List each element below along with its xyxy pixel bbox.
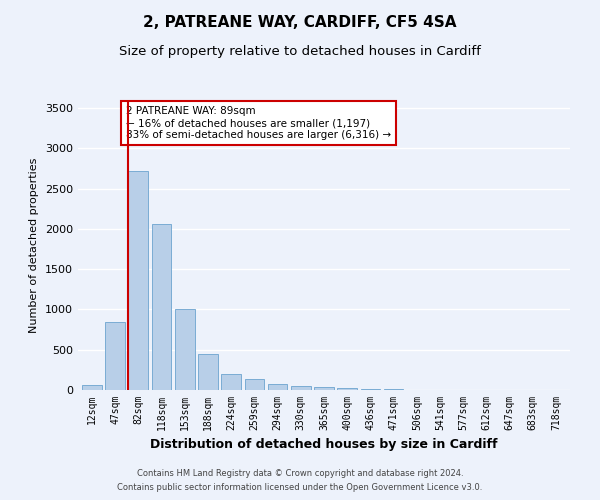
Bar <box>175 310 194 390</box>
Text: 2, PATREANE WAY, CARDIFF, CF5 4SA: 2, PATREANE WAY, CARDIFF, CF5 4SA <box>143 15 457 30</box>
Bar <box>221 374 241 390</box>
Text: 2 PATREANE WAY: 89sqm
← 16% of detached houses are smaller (1,197)
83% of semi-d: 2 PATREANE WAY: 89sqm ← 16% of detached … <box>126 106 391 140</box>
Bar <box>82 385 102 390</box>
Bar <box>314 387 334 390</box>
Text: Contains public sector information licensed under the Open Government Licence v3: Contains public sector information licen… <box>118 484 482 492</box>
Bar <box>105 322 125 390</box>
Bar <box>128 171 148 390</box>
Y-axis label: Number of detached properties: Number of detached properties <box>29 158 40 332</box>
Bar <box>152 224 172 390</box>
Bar <box>245 378 264 390</box>
Bar <box>291 386 311 390</box>
Bar <box>268 384 287 390</box>
X-axis label: Distribution of detached houses by size in Cardiff: Distribution of detached houses by size … <box>150 438 498 452</box>
Bar <box>337 388 357 390</box>
Text: Contains HM Land Registry data © Crown copyright and database right 2024.: Contains HM Land Registry data © Crown c… <box>137 468 463 477</box>
Bar <box>198 354 218 390</box>
Bar <box>361 389 380 390</box>
Text: Size of property relative to detached houses in Cardiff: Size of property relative to detached ho… <box>119 45 481 58</box>
